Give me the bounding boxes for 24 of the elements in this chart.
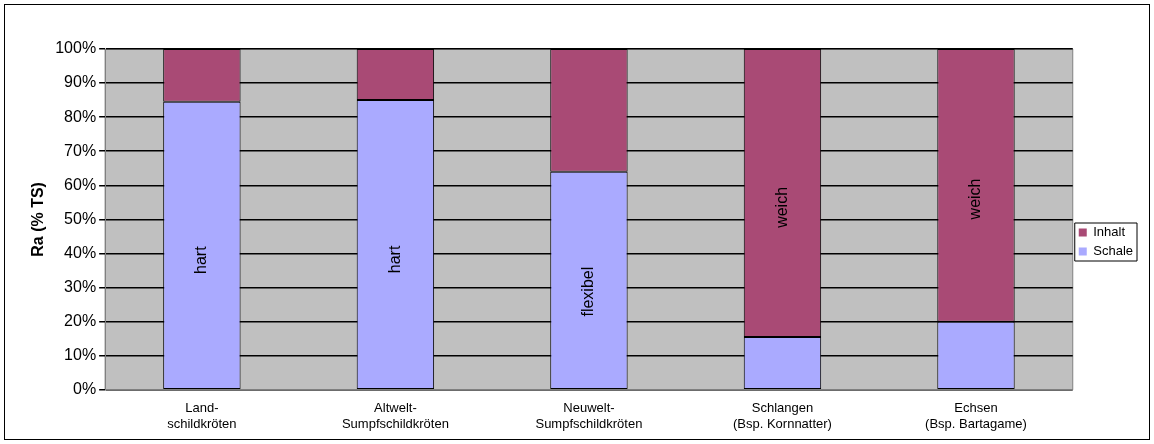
y-tick-label: 20% bbox=[64, 312, 97, 330]
y-tick-label: 70% bbox=[64, 141, 97, 159]
x-tick-label: Schlangen (Bsp. Kornnatter) bbox=[732, 400, 832, 431]
y-tick-label: 80% bbox=[64, 107, 97, 125]
y-tick-label: 60% bbox=[64, 175, 97, 193]
x-tick-label: Land- schildkröten bbox=[167, 400, 237, 431]
y-tick-label: 40% bbox=[64, 243, 97, 261]
y-tick-label: 0% bbox=[73, 380, 97, 398]
y-tick-label: 50% bbox=[64, 209, 97, 227]
legend-label: Inhalt bbox=[1093, 224, 1126, 240]
x-tick-label: Neuwelt- Sumpfschildkröten bbox=[535, 400, 643, 431]
annotation: flexibel bbox=[579, 266, 597, 317]
y-tick-label: 100% bbox=[55, 39, 97, 57]
y-axis-title: Ra (% TS) bbox=[29, 182, 47, 257]
y-tick-label: 10% bbox=[64, 346, 97, 364]
annotation: weich bbox=[966, 178, 984, 221]
y-tick-label: 30% bbox=[64, 277, 97, 295]
legend-label: Schale bbox=[1093, 243, 1133, 259]
y-tick-label: 90% bbox=[64, 73, 97, 91]
annotation: hart bbox=[192, 245, 210, 274]
x-tick-label: Altwelt- Sumpfschildkröten bbox=[341, 400, 449, 431]
x-tick-label: Echsen (Bsp. Bartagame) bbox=[925, 400, 1027, 431]
annotation: hart bbox=[385, 245, 403, 274]
annotation: weich bbox=[772, 186, 790, 229]
